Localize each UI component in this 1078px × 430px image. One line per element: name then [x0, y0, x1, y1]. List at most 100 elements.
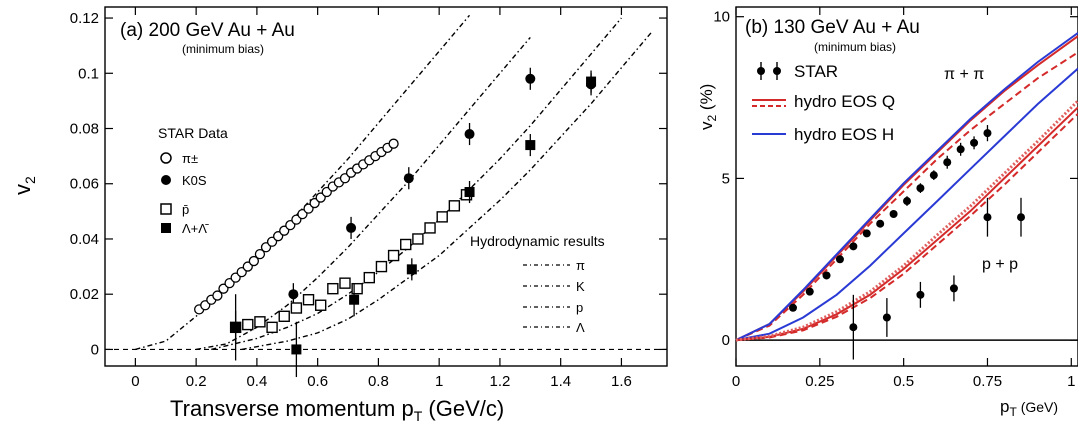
point-lambda — [525, 140, 536, 151]
y-tick-label: 0.04 — [70, 231, 99, 248]
point-pion — [254, 249, 266, 260]
y-tick-label: 0.06 — [70, 176, 99, 193]
hydro-legend-pion: π — [576, 258, 585, 273]
data-point — [882, 313, 891, 322]
point-lambda — [230, 322, 241, 333]
annotation-pion: π + π — [944, 66, 984, 83]
point-antiproton — [412, 233, 424, 245]
x-tick-label: 0.4 — [246, 373, 267, 390]
point-antiproton — [339, 277, 351, 289]
x-tick-label: 1 — [435, 373, 443, 390]
hydro-curve-hydro-eos-q-p-band — [735, 99, 1078, 342]
hydro-curve-hydro-eos-q-π-dashed — [735, 51, 1078, 342]
hydro-legend-proton: p — [576, 300, 583, 315]
panel-b-legend: STAR hydro EOS Q hydro EOS H — [752, 62, 895, 144]
point-antiproton — [363, 271, 375, 284]
panel-a: 0 0.2 0.4 0.6 0.8 1 1.2 1.4 1.6 0 0.02 0.04 0.06 0.0… — [10, 6, 668, 424]
data-point — [943, 158, 952, 167]
point-antiproton — [351, 282, 363, 295]
data-point — [862, 229, 871, 238]
y-tick-label: 0 — [91, 341, 99, 358]
point-lambda — [406, 264, 417, 275]
point-antiproton — [375, 260, 388, 273]
point-antiproton — [448, 200, 461, 212]
legend-entry-eosq: hydro EOS Q — [794, 92, 895, 111]
panel-a-hydro-legend: π K p Λ — [523, 258, 585, 335]
point-pion — [212, 290, 223, 301]
point-pion — [388, 138, 399, 149]
point-pion — [248, 255, 260, 267]
data-point — [949, 284, 958, 293]
x-tick-label: 1.6 — [611, 373, 632, 390]
y-tick-label: 0.08 — [70, 121, 99, 138]
point-antiproton — [436, 211, 448, 223]
point-kaon — [346, 222, 357, 233]
point-kaon — [403, 173, 414, 184]
point-antiproton — [266, 321, 278, 334]
data-point — [916, 290, 925, 299]
point-antiproton — [400, 238, 412, 251]
hydro-curve-π — [135, 14, 471, 351]
data-point — [916, 184, 925, 193]
x-tick-label: 1.4 — [550, 373, 571, 390]
panel-b: 0 0.25 0.5 0.75 1 0 5 10 (b) 130 GeV Au + Au (… — [697, 6, 1078, 419]
data-point — [822, 271, 831, 280]
point-lambda — [586, 76, 597, 87]
y-tick-label: 5 — [722, 170, 730, 187]
point-antiproton — [387, 249, 400, 262]
panel-b-subtitle: (minimum bias) — [814, 40, 896, 54]
legend-marker-open-square — [160, 203, 172, 215]
data-point — [876, 219, 885, 228]
legend-entry-lambda: Λ+Λ̄ — [182, 221, 209, 236]
x-tick-label: 0 — [732, 373, 740, 390]
point-antiproton — [424, 222, 436, 234]
data-point — [1017, 213, 1025, 222]
point-antiproton — [242, 318, 254, 331]
point-lambda — [464, 187, 475, 198]
legend-marker-filled-square — [161, 223, 171, 233]
point-antiproton — [278, 310, 290, 322]
data-point — [849, 242, 858, 251]
legend-entry-star: STAR — [794, 62, 838, 81]
hydro-curve-hydro-eos-q-p-dashed — [735, 112, 1078, 342]
point-kaon — [525, 73, 536, 84]
legend-marker-open-circle — [160, 152, 172, 164]
x-tick-label: 1.2 — [489, 373, 510, 390]
x-tick-label: 0 — [131, 373, 139, 390]
panel-a-legend-title: STAR Data — [158, 125, 228, 141]
legend-entry-pion: π± — [182, 151, 198, 166]
y-tick-label: 0.1 — [78, 65, 99, 82]
panel-a-subtitle: (minimum bias) — [182, 42, 264, 56]
panel-a-frame — [104, 6, 668, 367]
point-antiproton — [327, 282, 339, 295]
point-antiproton — [290, 302, 303, 314]
legend-entry-kaon: K0S — [182, 173, 207, 188]
y-tick-label: 10 — [713, 9, 730, 26]
data-point — [983, 129, 992, 138]
hydro-curve-hydro-eos-h-π — [735, 32, 1078, 342]
hydro-legend-kaon: K — [576, 279, 585, 294]
hydro-curve-hydro-eos-h-p — [735, 67, 1078, 342]
panel-a-legend: π± K0S p̄ Λ+Λ̄ — [160, 151, 209, 236]
x-tick-label: 0.5 — [893, 373, 914, 390]
hydro-legend-lambda: Λ — [576, 320, 585, 335]
panel-b-label: (b) 130 GeV Au + Au — [745, 17, 920, 38]
y-tick-label: 0.12 — [70, 10, 99, 27]
data-point — [835, 255, 844, 264]
data-point — [903, 197, 911, 206]
data-point — [983, 213, 992, 222]
hydro-curve-p — [211, 17, 622, 351]
x-tick-label: 0.6 — [307, 373, 328, 390]
data-point — [970, 138, 979, 147]
x-tick-label: 0.8 — [368, 373, 389, 390]
x-tick-label: 0.25 — [805, 373, 834, 390]
data-point — [805, 287, 814, 296]
legend-entry-eosh: hydro EOS H — [794, 125, 894, 144]
point-lambda — [291, 344, 302, 355]
y-tick-label: 0.02 — [70, 286, 99, 303]
data-point — [889, 209, 898, 218]
legend-entry-proton: p̄ — [182, 202, 189, 217]
panel-b-xlabel: pT (GeV) — [1000, 397, 1058, 419]
legend-star-marker-2 — [773, 67, 781, 75]
panel-a-label: (a) 200 GeV Au + Au — [120, 20, 295, 41]
